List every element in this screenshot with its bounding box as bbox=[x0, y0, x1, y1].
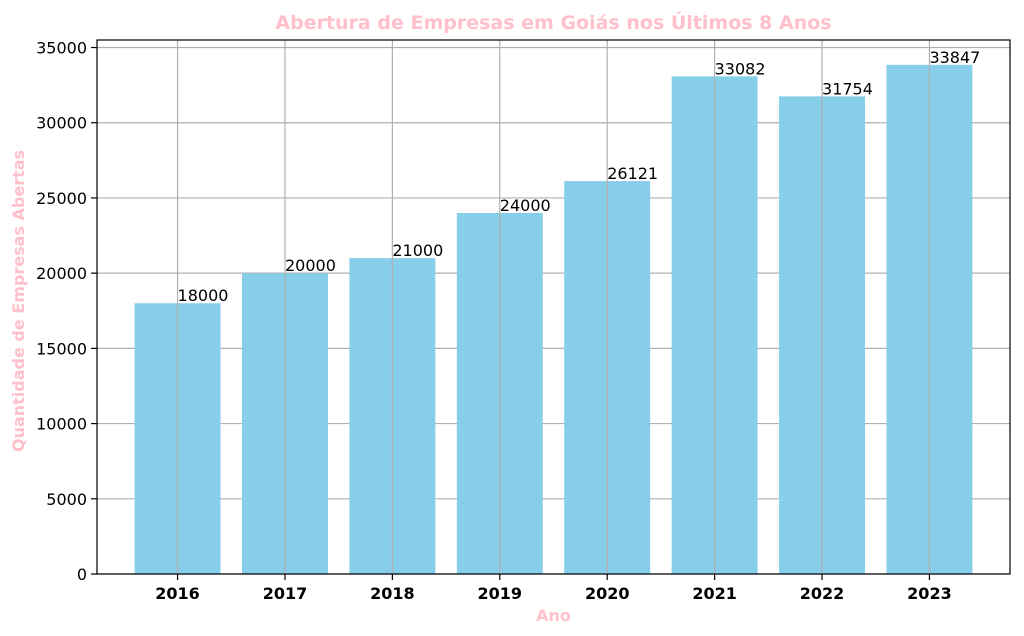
data-label: 18000 bbox=[178, 286, 229, 305]
y-tick-label: 20000 bbox=[36, 264, 87, 283]
y-tick-label: 30000 bbox=[36, 114, 87, 133]
data-label: 33847 bbox=[929, 48, 980, 67]
data-labels: 18000 20000 21000 24000 26121 33082 31754 33847 bbox=[178, 48, 981, 305]
y-tick-label: 5000 bbox=[46, 490, 87, 509]
data-label: 33082 bbox=[715, 59, 766, 78]
data-label: 24000 bbox=[500, 196, 551, 215]
data-label: 20000 bbox=[285, 256, 336, 275]
data-label: 26121 bbox=[607, 164, 658, 183]
y-axis-ticks: 0 5000 10000 15000 20000 25000 30000 35000 bbox=[36, 39, 97, 584]
x-tick-label: 2017 bbox=[263, 584, 308, 603]
y-tick-label: 0 bbox=[77, 565, 87, 584]
y-axis-label: Quantidade de Empresas Abertas bbox=[9, 150, 28, 452]
y-tick-label: 25000 bbox=[36, 189, 87, 208]
y-tick-label: 35000 bbox=[36, 39, 87, 58]
y-tick-label: 15000 bbox=[36, 339, 87, 358]
x-tick-label: 2019 bbox=[478, 584, 523, 603]
data-label: 21000 bbox=[392, 241, 443, 260]
chart-title: Abertura de Empresas em Goiás nos Último… bbox=[275, 10, 831, 34]
x-tick-label: 2021 bbox=[692, 584, 737, 603]
x-axis-label: Ano bbox=[536, 606, 571, 625]
data-label: 31754 bbox=[822, 79, 873, 98]
x-axis-ticks: 2016 2017 2018 2019 2020 2021 2022 2023 bbox=[155, 574, 952, 603]
x-tick-label: 2023 bbox=[907, 584, 952, 603]
x-tick-label: 2022 bbox=[800, 584, 845, 603]
x-tick-label: 2018 bbox=[370, 584, 415, 603]
grid bbox=[97, 46, 1010, 575]
plot-frame bbox=[96, 39, 1011, 575]
x-tick-label: 2016 bbox=[155, 584, 200, 603]
y-tick-label: 10000 bbox=[36, 415, 87, 434]
grid-vertical bbox=[176, 40, 931, 574]
x-tick-label: 2020 bbox=[585, 584, 630, 603]
bars bbox=[134, 64, 973, 575]
